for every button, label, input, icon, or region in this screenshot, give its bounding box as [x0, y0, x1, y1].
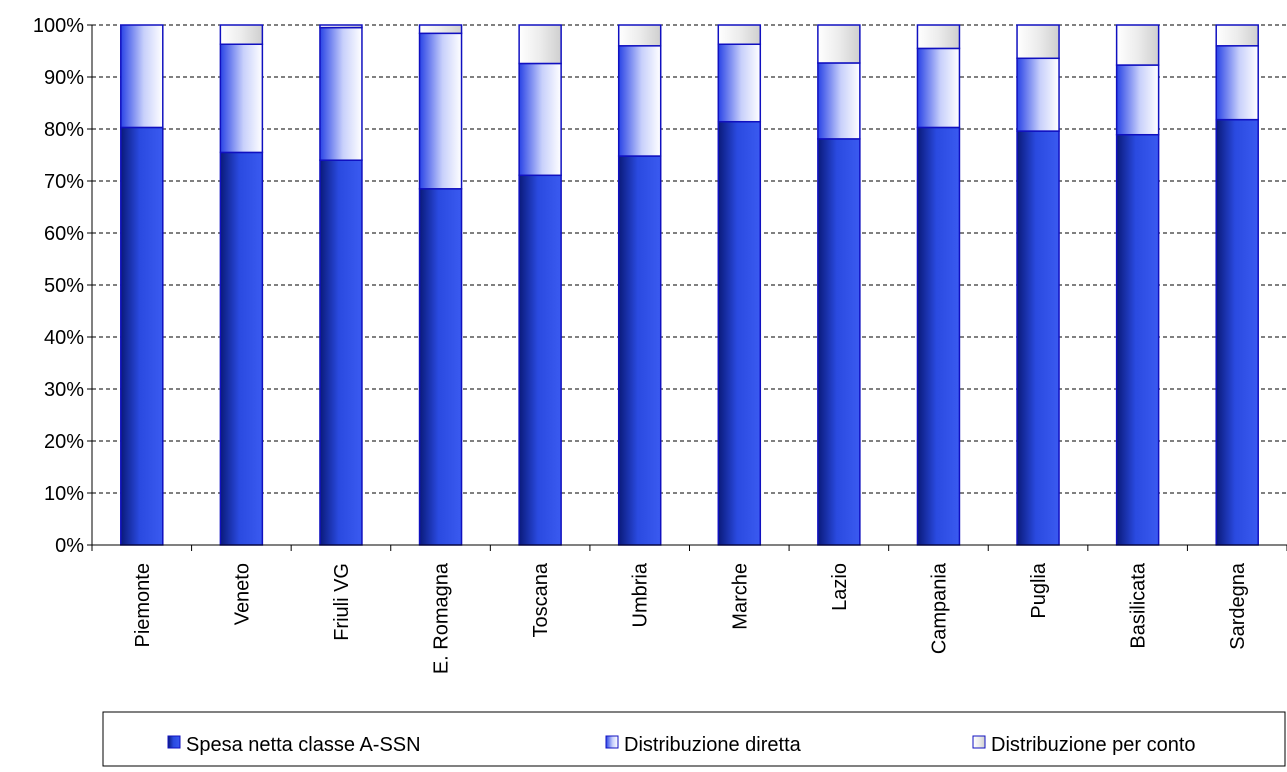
bar-segment-distribuzione-diretta	[418, 32, 463, 190]
legend-label: Spesa netta classe A-SSN	[186, 734, 421, 756]
x-category-label: Toscana	[530, 562, 552, 637]
legend-label: Distribuzione diretta	[624, 734, 802, 756]
bar-segment-distribuzione-diretta	[219, 43, 264, 154]
bar-segment-distribuzione-per-conto	[319, 24, 363, 29]
legend-box	[102, 711, 1286, 767]
bar-segment-distribuzione-diretta	[319, 26, 363, 161]
bar-segment-spesa-netta	[1215, 118, 1259, 546]
bar-segment-distribuzione-per-conto	[219, 24, 264, 45]
bar-segment-distribuzione-per-conto	[717, 24, 762, 45]
bar-segment-distribuzione-diretta	[1215, 45, 1259, 121]
bar-segment-distribuzione-diretta	[617, 45, 662, 157]
y-tick-label: 70%	[44, 171, 84, 193]
y-tick-label: 0%	[55, 535, 84, 557]
x-category-label: Lazio	[829, 563, 851, 611]
bar-segment-distribuzione-per-conto	[1215, 24, 1259, 47]
bar-segment-spesa-netta	[916, 126, 961, 546]
category-labels: Piemonte Veneto Friuli VG E. Romagna Toscana…	[132, 562, 1249, 674]
y-tick-label: 90%	[44, 67, 84, 89]
y-tick-label: 60%	[44, 223, 84, 245]
bar-segment-distribuzione-per-conto	[518, 24, 562, 65]
bar-segment-spesa-netta	[518, 174, 562, 546]
bar-segment-distribuzione-per-conto	[817, 24, 861, 64]
bar-segment-distribuzione-diretta	[817, 62, 861, 140]
x-category-label: Sardegna	[1227, 562, 1249, 650]
x-category-label: Basilicata	[1128, 562, 1150, 648]
legend-label: Distribuzione per conto	[991, 734, 1196, 756]
axes: 0% 10% 20% 30% 40% 50% 60% 70% 80% 90% 100%	[33, 15, 1287, 557]
y-tick-label: 40%	[44, 327, 84, 349]
bar-segment-distribuzione-per-conto	[916, 24, 961, 50]
bar-segment-distribuzione-per-conto	[1115, 24, 1160, 66]
y-tick-label: 10%	[44, 483, 84, 505]
legend: Spesa netta classe A-SSN Distribuzione di…	[102, 711, 1286, 767]
x-category-label: E. Romagna	[431, 562, 453, 674]
bar-segment-distribuzione-diretta	[518, 62, 562, 177]
y-tick-label: 80%	[44, 119, 84, 141]
legend-swatch	[167, 735, 181, 749]
bar-segment-spesa-netta	[1016, 130, 1060, 546]
bar-segment-spesa-netta	[219, 151, 264, 546]
bar-segment-distribuzione-per-conto	[418, 24, 463, 35]
y-tick-label: 100%	[33, 15, 84, 37]
grid-lines	[92, 24, 1287, 494]
bar-segment-distribuzione-diretta	[916, 47, 961, 129]
x-category-label: Puglia	[1028, 562, 1050, 618]
bar-segment-distribuzione-per-conto	[1016, 24, 1060, 60]
x-category-label: Marche	[729, 563, 751, 630]
bar-segment-spesa-netta	[319, 159, 363, 546]
x-category-label: Umbria	[630, 562, 652, 627]
bar-segment-distribuzione-diretta	[717, 43, 762, 123]
y-tick-label: 20%	[44, 431, 84, 453]
bar-segment-spesa-netta	[120, 126, 164, 546]
x-category-label: Friuli VG	[331, 563, 353, 641]
legend-swatch	[605, 735, 619, 749]
bar-segment-distribuzione-diretta	[1016, 57, 1060, 132]
bar-segment-spesa-netta	[1115, 133, 1160, 546]
y-tick-label: 30%	[44, 379, 84, 401]
x-category-label: Piemonte	[132, 563, 154, 648]
bar-segment-distribuzione-per-conto	[617, 24, 662, 47]
bar-segment-spesa-netta	[418, 188, 463, 546]
bar-segment-spesa-netta	[717, 120, 762, 546]
bar-segment-spesa-netta	[817, 138, 861, 546]
x-category-label: Campania	[928, 562, 950, 654]
legend-swatch	[972, 735, 986, 749]
x-category-label: Veneto	[231, 563, 253, 625]
bar-segment-spesa-netta	[617, 155, 662, 546]
bar-segment-distribuzione-diretta	[120, 24, 164, 129]
bar-segment-distribuzione-diretta	[1115, 64, 1160, 136]
y-tick-label: 50%	[44, 275, 84, 297]
